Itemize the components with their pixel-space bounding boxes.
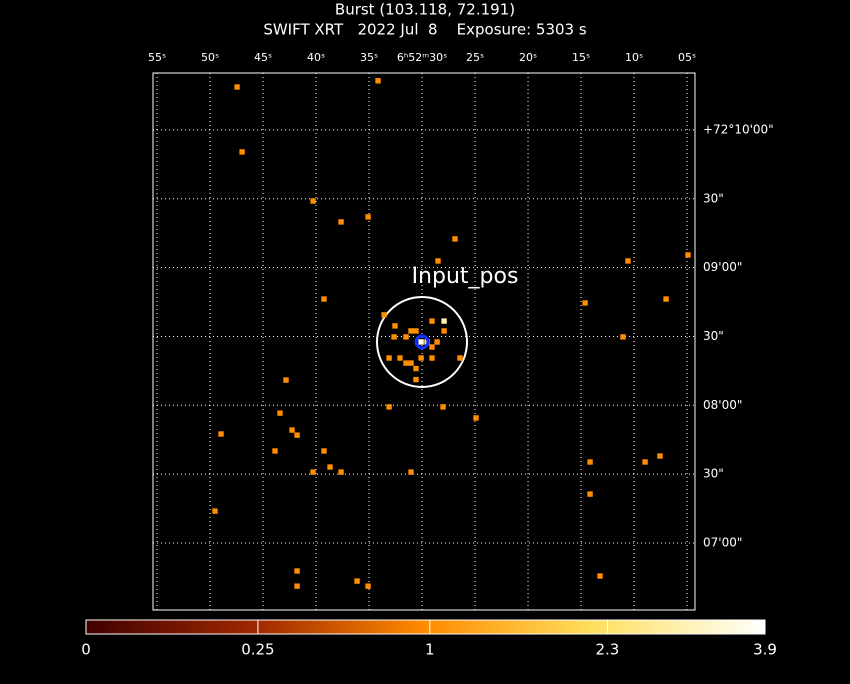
photon-pixel — [657, 453, 663, 459]
photon-pixel — [392, 323, 398, 329]
photon-pixel — [365, 583, 371, 589]
photon-pixel — [418, 339, 424, 345]
photon-pixel — [310, 469, 316, 475]
photon-pixel — [289, 427, 295, 433]
photon-pixel — [587, 491, 593, 497]
x-tick-label: 55ˢ — [148, 51, 166, 64]
photon-pixel — [365, 214, 371, 220]
colorbar-tick-label: 1 — [425, 641, 435, 659]
y-tick-label: 30" — [703, 191, 724, 205]
photon-pixel — [381, 312, 387, 318]
source-marker — [414, 334, 430, 350]
colorbar — [85, 619, 766, 635]
photon-pixel — [625, 258, 631, 264]
photon-pixel — [310, 198, 316, 204]
photon-pixel — [429, 344, 435, 350]
photon-pixel — [620, 334, 626, 340]
x-tick-label: 45ˢ — [254, 51, 272, 64]
photon-pixel — [452, 236, 458, 242]
y-tick-label: +72°10'00" — [703, 122, 774, 136]
photon-pixel — [321, 296, 327, 302]
photon-pixel — [413, 376, 419, 383]
y-tick-label: 09'00" — [703, 260, 742, 274]
y-tick-label: 30" — [703, 467, 724, 481]
colorbar-tick-label: 0.25 — [241, 641, 274, 659]
x-tick-label: 50ˢ — [201, 51, 219, 64]
photon-pixel — [429, 318, 435, 324]
photon-pixel — [391, 334, 397, 340]
photon-pixel — [418, 355, 424, 361]
photon-pixel — [212, 508, 218, 514]
photon-pixel — [397, 355, 403, 361]
photon-pixel — [403, 334, 409, 340]
photon-pixel — [294, 432, 300, 438]
photon-pixel — [321, 448, 327, 454]
photon-pixel — [473, 415, 479, 421]
chart-title: Burst (103.118, 72.191) — [335, 1, 515, 19]
photon-pixel — [429, 355, 435, 361]
photon-pixel — [441, 318, 447, 324]
photon-pixel — [403, 360, 409, 366]
photon-pixel — [386, 404, 392, 410]
colorbar-tick-label: 2.3 — [596, 641, 620, 659]
x-tick-label: 25ˢ — [466, 51, 484, 64]
x-tick-label: 10ˢ — [625, 51, 643, 64]
photon-pixel — [408, 328, 414, 334]
photon-pixel — [663, 296, 669, 302]
annotation: Input_pos — [412, 264, 519, 289]
photon-pixel — [685, 252, 691, 258]
photon-pixel — [440, 404, 446, 410]
chart-subtitle: SWIFT XRT 2022 Jul 8 Exposure: 5303 s — [263, 21, 587, 39]
photon-pixel — [218, 431, 224, 437]
plot-frame — [152, 72, 696, 611]
photon-pixel — [234, 84, 240, 90]
photon-pixel — [338, 469, 344, 475]
photon-pixel — [435, 258, 441, 264]
x-tick-label: 40ˢ — [307, 51, 325, 64]
x-tick-label: 15ˢ — [572, 51, 590, 64]
colorbar-tick-label: 0 — [81, 641, 91, 659]
photon-pixel — [354, 578, 360, 584]
x-tick-label: 05ˢ — [678, 51, 696, 64]
photon-pixel — [294, 568, 300, 574]
colorbar-tick-label: 3.9 — [753, 641, 777, 659]
photon-pixel — [434, 339, 440, 345]
photon-pixel — [283, 377, 289, 383]
x-tick-label: 20ˢ — [519, 51, 537, 64]
y-tick-label: 07'00" — [703, 535, 742, 549]
photon-pixel — [386, 355, 392, 361]
photon-pixel — [239, 149, 245, 155]
y-tick-label: 30" — [703, 329, 724, 343]
photon-pixel — [587, 459, 593, 465]
photon-pixel — [457, 355, 463, 361]
photon-pixel — [408, 360, 414, 366]
photon-pixel — [408, 469, 414, 475]
y-tick-label: 08'00" — [703, 398, 742, 412]
photon-pixel — [582, 300, 588, 306]
photon-pixel — [294, 583, 300, 589]
photon-pixel — [272, 448, 278, 454]
photon-pixel — [413, 328, 419, 334]
photon-pixel — [441, 328, 447, 334]
photon-pixel — [338, 219, 344, 225]
photon-pixel — [413, 365, 419, 372]
x-tick-label: 6ʰ52ᵐ30ˢ — [397, 51, 447, 64]
photon-pixel — [375, 78, 381, 84]
x-tick-label: 35ˢ — [360, 51, 378, 64]
photon-pixel — [597, 573, 603, 579]
photon-pixel — [642, 459, 648, 465]
photon-pixel — [277, 410, 283, 416]
photon-pixel — [327, 464, 333, 470]
